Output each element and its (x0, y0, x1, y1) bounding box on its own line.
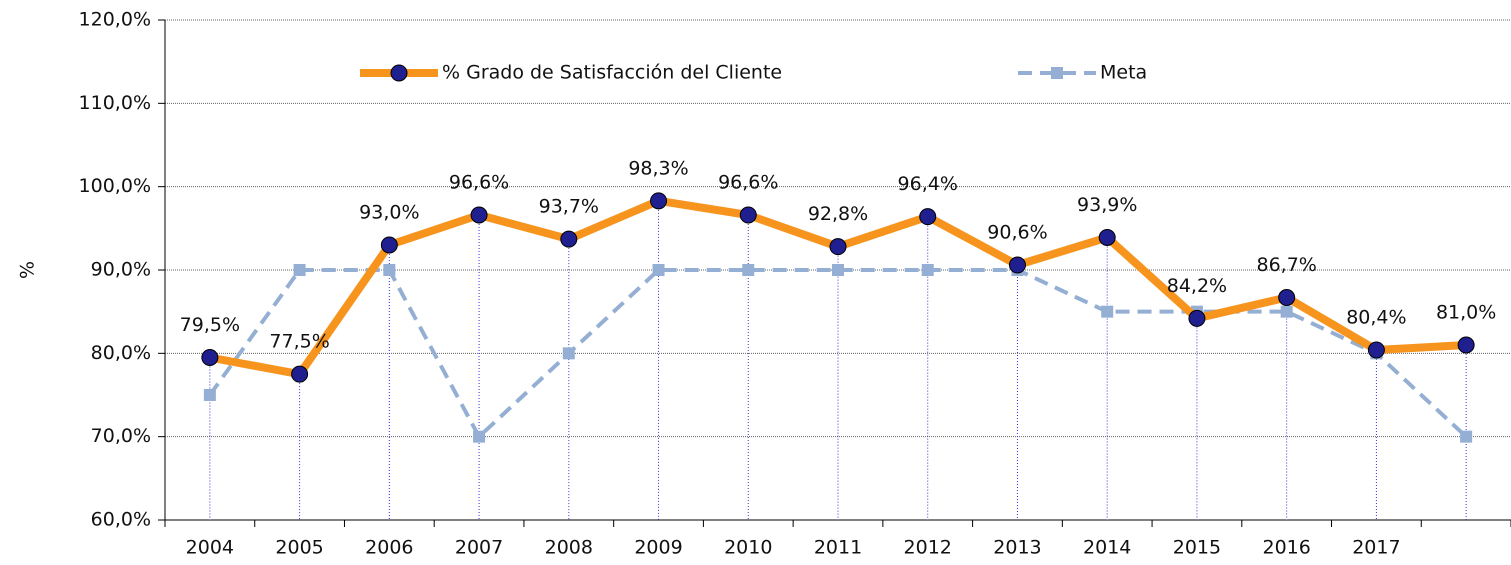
x-tick-label: 2013 (993, 537, 1041, 559)
legend-marker (390, 64, 408, 82)
data-label: 93,9% (1077, 194, 1137, 216)
marker (470, 206, 488, 224)
marker (829, 238, 847, 256)
marker (1188, 309, 1206, 327)
y-tick-label: 100,0% (79, 175, 151, 197)
data-label: 93,0% (359, 202, 419, 224)
data-label: 81,0% (1436, 302, 1496, 324)
x-tick-label: 2004 (186, 537, 234, 559)
x-tick-label: 2015 (1173, 537, 1221, 559)
data-label: 92,8% (808, 203, 868, 225)
x-tick-label: 2006 (365, 537, 413, 559)
marker (291, 365, 309, 383)
marker (739, 206, 757, 224)
x-tick-label: 2017 (1352, 537, 1400, 559)
y-tick-label: 60,0% (91, 509, 151, 531)
x-tick-label: 2016 (1262, 537, 1310, 559)
x-tick-label: 2008 (545, 537, 593, 559)
series-line (208, 268, 1468, 439)
y-tick-label: 110,0% (79, 92, 151, 114)
marker (1278, 289, 1296, 306)
x-tick-label: 2010 (724, 537, 772, 559)
data-label: 86,7% (1256, 254, 1316, 276)
marker (919, 208, 937, 226)
x-tick-label: 2011 (814, 537, 862, 559)
marker (1367, 341, 1385, 359)
data-label: 90,6% (987, 222, 1047, 244)
data-label: 84,2% (1167, 275, 1227, 297)
marker (1280, 305, 1293, 318)
marker (473, 430, 486, 443)
marker (293, 264, 306, 276)
data-label: 96,6% (449, 172, 509, 194)
marker (560, 230, 578, 248)
y-axis-label: % (17, 261, 39, 279)
legend-label: Meta (1100, 62, 1147, 84)
marker (203, 389, 216, 401)
x-tick-label: 2005 (275, 537, 323, 559)
data-label: 80,4% (1346, 307, 1406, 329)
data-label: 96,4% (898, 173, 958, 195)
marker (1008, 256, 1026, 274)
marker (650, 192, 668, 210)
y-tick-label: 90,0% (91, 259, 151, 281)
marker (1457, 336, 1475, 354)
legend-label: % Grado de Satisfacción del Cliente (442, 62, 782, 84)
series-line (209, 196, 1467, 379)
marker (1098, 229, 1116, 246)
marker (201, 349, 219, 366)
data-label: 98,3% (628, 157, 688, 179)
data-label: 96,6% (718, 172, 778, 194)
y-tick-label: 120,0% (79, 9, 151, 31)
marker (383, 264, 396, 276)
data-label: 93,7% (539, 196, 599, 218)
marker (742, 264, 755, 276)
x-tick-label: 2012 (904, 537, 952, 559)
marker (832, 264, 844, 276)
y-tick-label: 70,0% (91, 425, 151, 447)
legend-marker (1051, 67, 1063, 79)
x-tick-label: 2009 (634, 537, 682, 559)
marker (380, 236, 398, 254)
x-tick-label: 2014 (1083, 537, 1131, 559)
marker (921, 264, 934, 276)
data-label: 79,5% (180, 314, 240, 336)
marker (1101, 305, 1114, 318)
x-tick-label: 2007 (455, 537, 503, 559)
marker (652, 264, 665, 276)
marker (1460, 430, 1473, 443)
marker (562, 347, 575, 360)
data-label: 77,5% (269, 331, 329, 353)
y-tick-label: 80,0% (91, 342, 151, 364)
